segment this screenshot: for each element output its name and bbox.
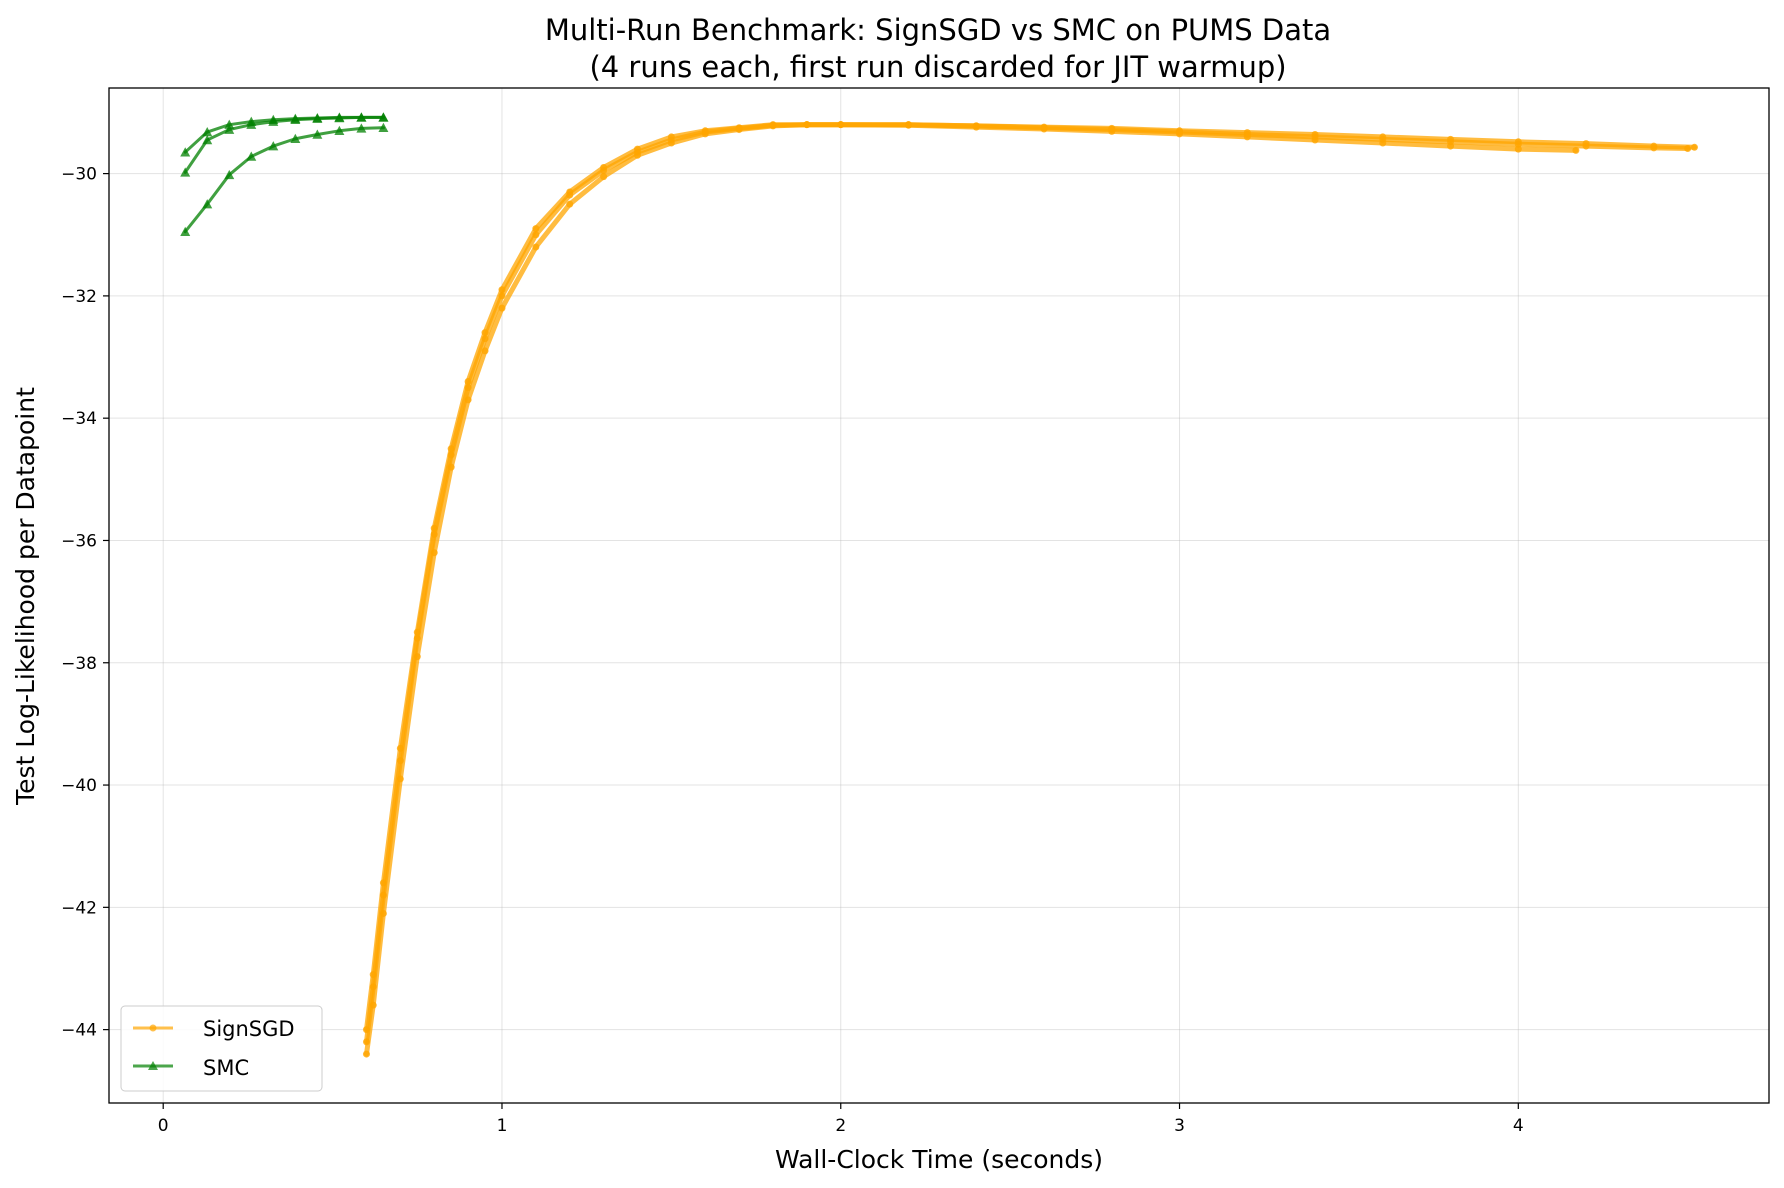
smc-point — [334, 125, 345, 136]
x-tick-label: 1 — [497, 1116, 508, 1136]
x-tick-label: 0 — [158, 1116, 169, 1136]
smc-point — [246, 151, 257, 161]
signsgd-point — [1108, 126, 1116, 134]
signsgd-point — [600, 167, 608, 175]
smc-point — [224, 119, 235, 129]
signsgd-point — [379, 891, 387, 899]
y-tick-label: −32 — [61, 287, 97, 307]
smc-point — [312, 113, 323, 123]
signsgd-point — [1684, 145, 1692, 153]
smc-line — [183, 115, 385, 174]
signsgd-point — [1447, 138, 1455, 146]
signsgd-point — [362, 1050, 370, 1058]
signsgd-point — [498, 292, 506, 300]
smc-line — [183, 126, 385, 234]
signsgd-point — [667, 136, 675, 144]
signsgd-point — [430, 530, 438, 538]
signsgd-series-2 — [362, 121, 1692, 1046]
signsgd-point — [600, 173, 608, 181]
smc-point — [268, 141, 279, 151]
signsgd-point — [1176, 128, 1184, 136]
smc-point — [356, 123, 367, 133]
smc-point — [202, 134, 213, 145]
x-axis-label: Wall-Clock Time (seconds) — [775, 1145, 1103, 1174]
smc-point — [180, 226, 191, 236]
signsgd-point — [413, 634, 421, 642]
legend-signsgd-label: SignSGD — [203, 1017, 295, 1041]
smc-point — [356, 112, 367, 122]
signsgd-point — [566, 200, 574, 208]
signsgd-point — [972, 122, 980, 130]
y-tick-label: −44 — [61, 1021, 97, 1041]
smc-point — [378, 122, 389, 132]
y-axis-label: Test Log-Likelihood per Datapoint — [11, 387, 40, 806]
signsgd-point — [447, 451, 455, 459]
y-tick-label: −40 — [61, 776, 97, 796]
smc-point — [224, 124, 235, 134]
smc-point — [378, 112, 389, 122]
smc-point — [180, 147, 191, 157]
grid — [109, 88, 1769, 1103]
y-tick-label: −38 — [61, 654, 97, 674]
signsgd-point — [481, 335, 489, 343]
smc-point — [334, 112, 345, 123]
signsgd-point — [1514, 145, 1522, 153]
signsgd-point — [803, 121, 811, 129]
signsgd-point — [1311, 133, 1319, 141]
legend-smc-label: SMC — [203, 1056, 249, 1080]
signsgd-point — [464, 384, 472, 392]
signsgd-point — [905, 121, 913, 129]
smc-point — [224, 169, 235, 180]
signsgd-point — [769, 121, 777, 129]
smc-point — [290, 114, 301, 125]
ticks: 0 1 2 3 4 −30 −32 −34 −36 −38 −40 −42 −44 — [61, 165, 1524, 1136]
signsgd-point — [566, 191, 574, 199]
chart-title: Multi-Run Benchmark: SignSGD vs SMC on P… — [545, 13, 1331, 47]
smc-series-5 — [180, 122, 389, 236]
signsgd-point — [532, 243, 540, 251]
smc-point — [202, 199, 213, 209]
smc-point — [268, 116, 279, 126]
series-layer — [180, 112, 1698, 1058]
smc-point — [290, 133, 301, 143]
smc-point — [246, 119, 257, 129]
signsgd-point — [1690, 143, 1698, 151]
smc-series-4 — [180, 112, 389, 177]
signsgd-point — [735, 124, 743, 132]
signsgd-point — [633, 148, 641, 156]
plot-frame — [108, 87, 1770, 1104]
signsgd-point — [369, 983, 377, 991]
legend-signsgd-marker — [149, 1024, 157, 1032]
x-tick-label: 4 — [1513, 1116, 1524, 1136]
y-tick-label: −42 — [61, 898, 97, 918]
smc-point — [202, 127, 213, 137]
signsgd-point — [1040, 124, 1048, 132]
signsgd-point — [1582, 142, 1590, 150]
signsgd-point — [1379, 135, 1387, 143]
y-tick-label: −36 — [61, 531, 97, 551]
signsgd-point — [362, 1038, 370, 1046]
signsgd-point — [1572, 146, 1580, 154]
signsgd-point — [701, 128, 709, 136]
smc-point — [180, 167, 191, 177]
legend-smc-marker — [148, 1061, 158, 1070]
x-tick-label: 3 — [1174, 1116, 1185, 1136]
signsgd-point — [532, 231, 540, 239]
signsgd-point — [396, 757, 404, 765]
y-tick-label: −30 — [61, 165, 97, 185]
chart-subtitle: (4 runs each, first run discarded for JI… — [589, 50, 1286, 84]
signsgd-point — [837, 121, 845, 129]
signsgd-point — [1243, 130, 1251, 138]
smc-point — [312, 129, 323, 139]
x-tick-label: 2 — [835, 1116, 846, 1136]
signsgd-point — [1650, 144, 1658, 152]
legend: SignSGD SMC — [120, 1005, 323, 1092]
y-tick-label: −34 — [61, 409, 97, 429]
signsgd-point — [1514, 140, 1522, 148]
